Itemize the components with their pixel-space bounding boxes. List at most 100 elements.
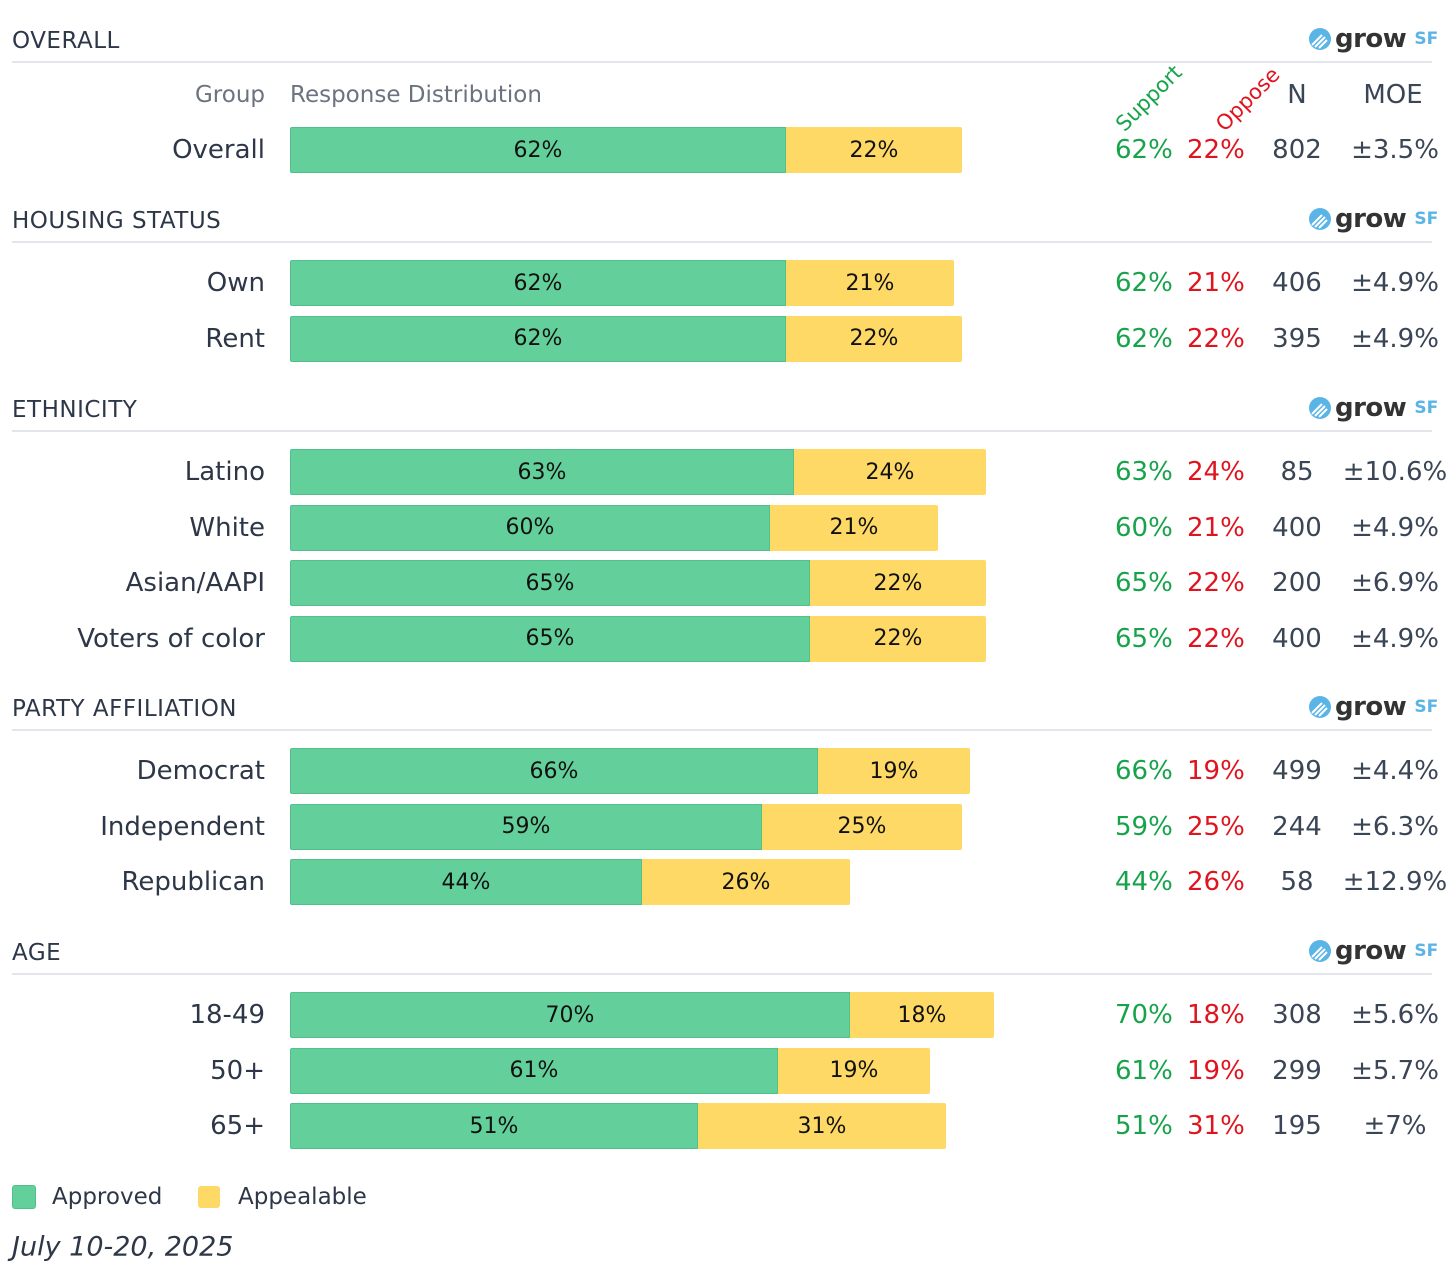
n-value: 400: [1272, 512, 1322, 543]
moe-value: ±7%: [1363, 1111, 1427, 1141]
approved-bar-segment: 59%: [290, 803, 762, 850]
appealable-data-label: 18%: [897, 1002, 947, 1028]
n-value: 499: [1272, 756, 1322, 786]
support-value: 70%: [1115, 1000, 1173, 1030]
group-label: Rent: [205, 323, 265, 354]
growsf-logo: grow SF: [1308, 393, 1438, 423]
approved-bar-segment: 60%: [290, 504, 770, 551]
support-value: 51%: [1115, 1111, 1173, 1141]
legend-swatch-appealable: [198, 1186, 220, 1208]
growsf-logo: grow SF: [1308, 204, 1438, 234]
approved-bar-segment: 61%: [290, 1047, 778, 1094]
approved-data-label: 51%: [469, 1113, 519, 1139]
appealable-bar-segment: 31%: [698, 1103, 946, 1149]
appealable-bar-segment: 19%: [778, 1047, 930, 1094]
support-value: 60%: [1115, 512, 1173, 543]
approved-bar-segment: 62%: [290, 127, 786, 173]
survey-date: July 10-20, 2025: [12, 1231, 234, 1263]
appealable-bar-segment: 24%: [794, 449, 986, 495]
moe-column-header: MOE: [1363, 80, 1423, 110]
approved-data-label: 62%: [513, 137, 563, 163]
n-value: 85: [1280, 457, 1314, 487]
growsf-logo-icon: [1309, 696, 1331, 718]
group-label: Latino: [184, 457, 265, 487]
logo-suffix: SF: [1414, 697, 1439, 717]
oppose-value: 31%: [1187, 1111, 1245, 1141]
appealable-data-label: 22%: [873, 570, 923, 596]
moe-value: ±5.6%: [1351, 1000, 1439, 1030]
appealable-bar-segment: 25%: [762, 803, 962, 850]
support-value: 63%: [1115, 457, 1173, 487]
moe-value: ±4.4%: [1351, 756, 1439, 786]
approved-bar-segment: 66%: [290, 748, 818, 794]
logo-text: grow: [1335, 24, 1407, 54]
group-label: 18-49: [189, 1000, 265, 1030]
logo-text: grow: [1335, 692, 1407, 722]
appealable-bar-segment: 22%: [810, 560, 986, 606]
growsf-logo: grow SF: [1308, 936, 1438, 966]
appealable-data-label: 31%: [797, 1113, 847, 1139]
section-title: HOUSING STATUS: [12, 208, 222, 234]
legend-label-appealable: Appealable: [238, 1184, 367, 1210]
growsf-logo: grow SF: [1308, 692, 1438, 722]
n-value: 58: [1280, 867, 1314, 897]
n-value: 406: [1272, 268, 1322, 298]
appealable-bar-segment: 21%: [770, 504, 938, 551]
moe-value: ±4.9%: [1351, 623, 1439, 654]
approved-data-label: 65%: [525, 570, 575, 596]
appealable-data-label: 22%: [849, 326, 899, 351]
appealable-data-label: 19%: [869, 758, 919, 784]
support-column-header: Support: [1111, 60, 1187, 137]
support-value: 62%: [1115, 323, 1173, 354]
section-divider: [12, 973, 1432, 975]
n-value: 299: [1272, 1055, 1322, 1086]
support-value: 62%: [1115, 135, 1173, 165]
logo-text: grow: [1335, 393, 1407, 423]
group-label: Independent: [100, 811, 265, 842]
support-value: 65%: [1115, 623, 1173, 654]
logo-text: grow: [1335, 204, 1407, 234]
n-value: 400: [1272, 623, 1322, 654]
moe-value: ±12.9%: [1342, 867, 1448, 897]
support-value: 65%: [1115, 568, 1173, 598]
section-title: OVERALL: [12, 28, 120, 54]
support-value: 44%: [1115, 867, 1173, 897]
oppose-value: 18%: [1187, 1000, 1245, 1030]
logo-suffix: SF: [1414, 398, 1439, 418]
group-label: 50+: [210, 1055, 265, 1086]
group-label: Own: [206, 268, 265, 298]
approved-data-label: 59%: [501, 814, 551, 839]
approved-bar-segment: 62%: [290, 315, 786, 362]
approved-data-label: 65%: [525, 626, 575, 651]
approved-data-label: 62%: [513, 326, 563, 351]
section-title: ETHNICITY: [12, 397, 138, 423]
appealable-data-label: 21%: [829, 515, 879, 540]
logo-suffix: SF: [1414, 941, 1439, 961]
oppose-value: 22%: [1187, 323, 1245, 354]
moe-value: ±6.9%: [1351, 568, 1439, 598]
approved-bar-segment: 44%: [290, 859, 642, 905]
oppose-column-header: Oppose: [1211, 62, 1285, 136]
n-value: 308: [1272, 1000, 1322, 1030]
section-title: PARTY AFFILIATION: [12, 696, 238, 722]
section-divider: [12, 241, 1432, 243]
oppose-value: 22%: [1187, 135, 1245, 165]
appealable-bar-segment: 22%: [810, 615, 986, 662]
section-divider: [12, 729, 1432, 731]
moe-value: ±6.3%: [1351, 811, 1439, 842]
appealable-bar-segment: 19%: [818, 748, 970, 794]
growsf-logo-icon: [1309, 208, 1331, 230]
moe-value: ±3.5%: [1351, 135, 1439, 165]
logo-suffix: SF: [1414, 209, 1439, 229]
appealable-data-label: 25%: [837, 814, 887, 839]
moe-value: ±5.7%: [1351, 1055, 1439, 1086]
logo-text: grow: [1335, 936, 1407, 966]
moe-value: ±4.9%: [1351, 323, 1439, 354]
oppose-value: 22%: [1187, 623, 1245, 654]
n-value: 395: [1272, 323, 1322, 354]
group-label: White: [189, 512, 265, 543]
appealable-data-label: 22%: [873, 626, 923, 651]
group-label: Asian/AAPI: [125, 568, 265, 598]
approved-data-label: 60%: [505, 515, 555, 540]
logo-suffix: SF: [1414, 29, 1439, 49]
